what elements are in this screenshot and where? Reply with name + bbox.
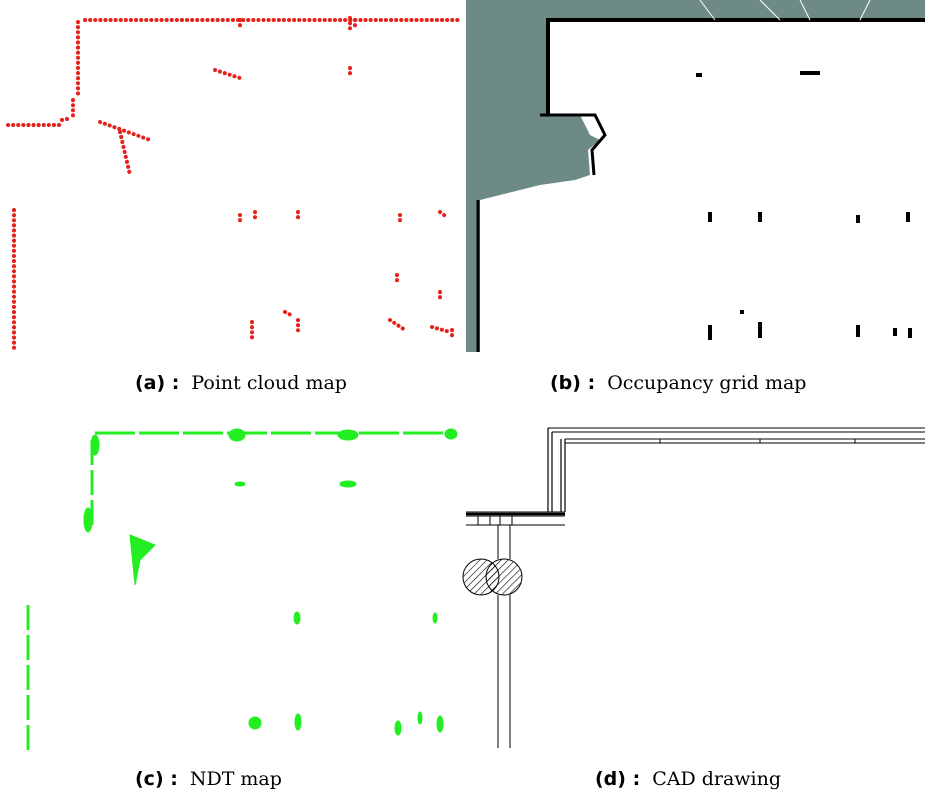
- point-cloud-panel: [8, 18, 462, 350]
- caption-text: Point cloud map: [191, 372, 347, 394]
- caption: (c) : NDT map: [135, 768, 282, 790]
- caption-text: NDT map: [190, 768, 282, 790]
- caption: (d) : CAD drawing: [595, 768, 781, 790]
- caption: (a) : Point cloud map: [135, 372, 347, 394]
- caption-text: Occupancy grid map: [607, 372, 806, 394]
- page: (a) : Point cloud map (b) : Occupancy gr…: [0, 0, 925, 798]
- caption: (b) : Occupancy grid map: [550, 372, 806, 394]
- figure: (a) : Point cloud map (b) : Occupancy gr…: [0, 0, 925, 798]
- caption-label: (b) :: [550, 372, 595, 394]
- caption-label: (d) :: [595, 768, 640, 790]
- ndt-panel: [28, 429, 457, 750]
- caption-text: CAD drawing: [652, 768, 781, 790]
- caption-label: (c) :: [135, 768, 178, 790]
- occupancy-grid-panel: [466, 0, 925, 352]
- cad-panel: [463, 428, 925, 748]
- caption-label: (a) :: [135, 372, 179, 394]
